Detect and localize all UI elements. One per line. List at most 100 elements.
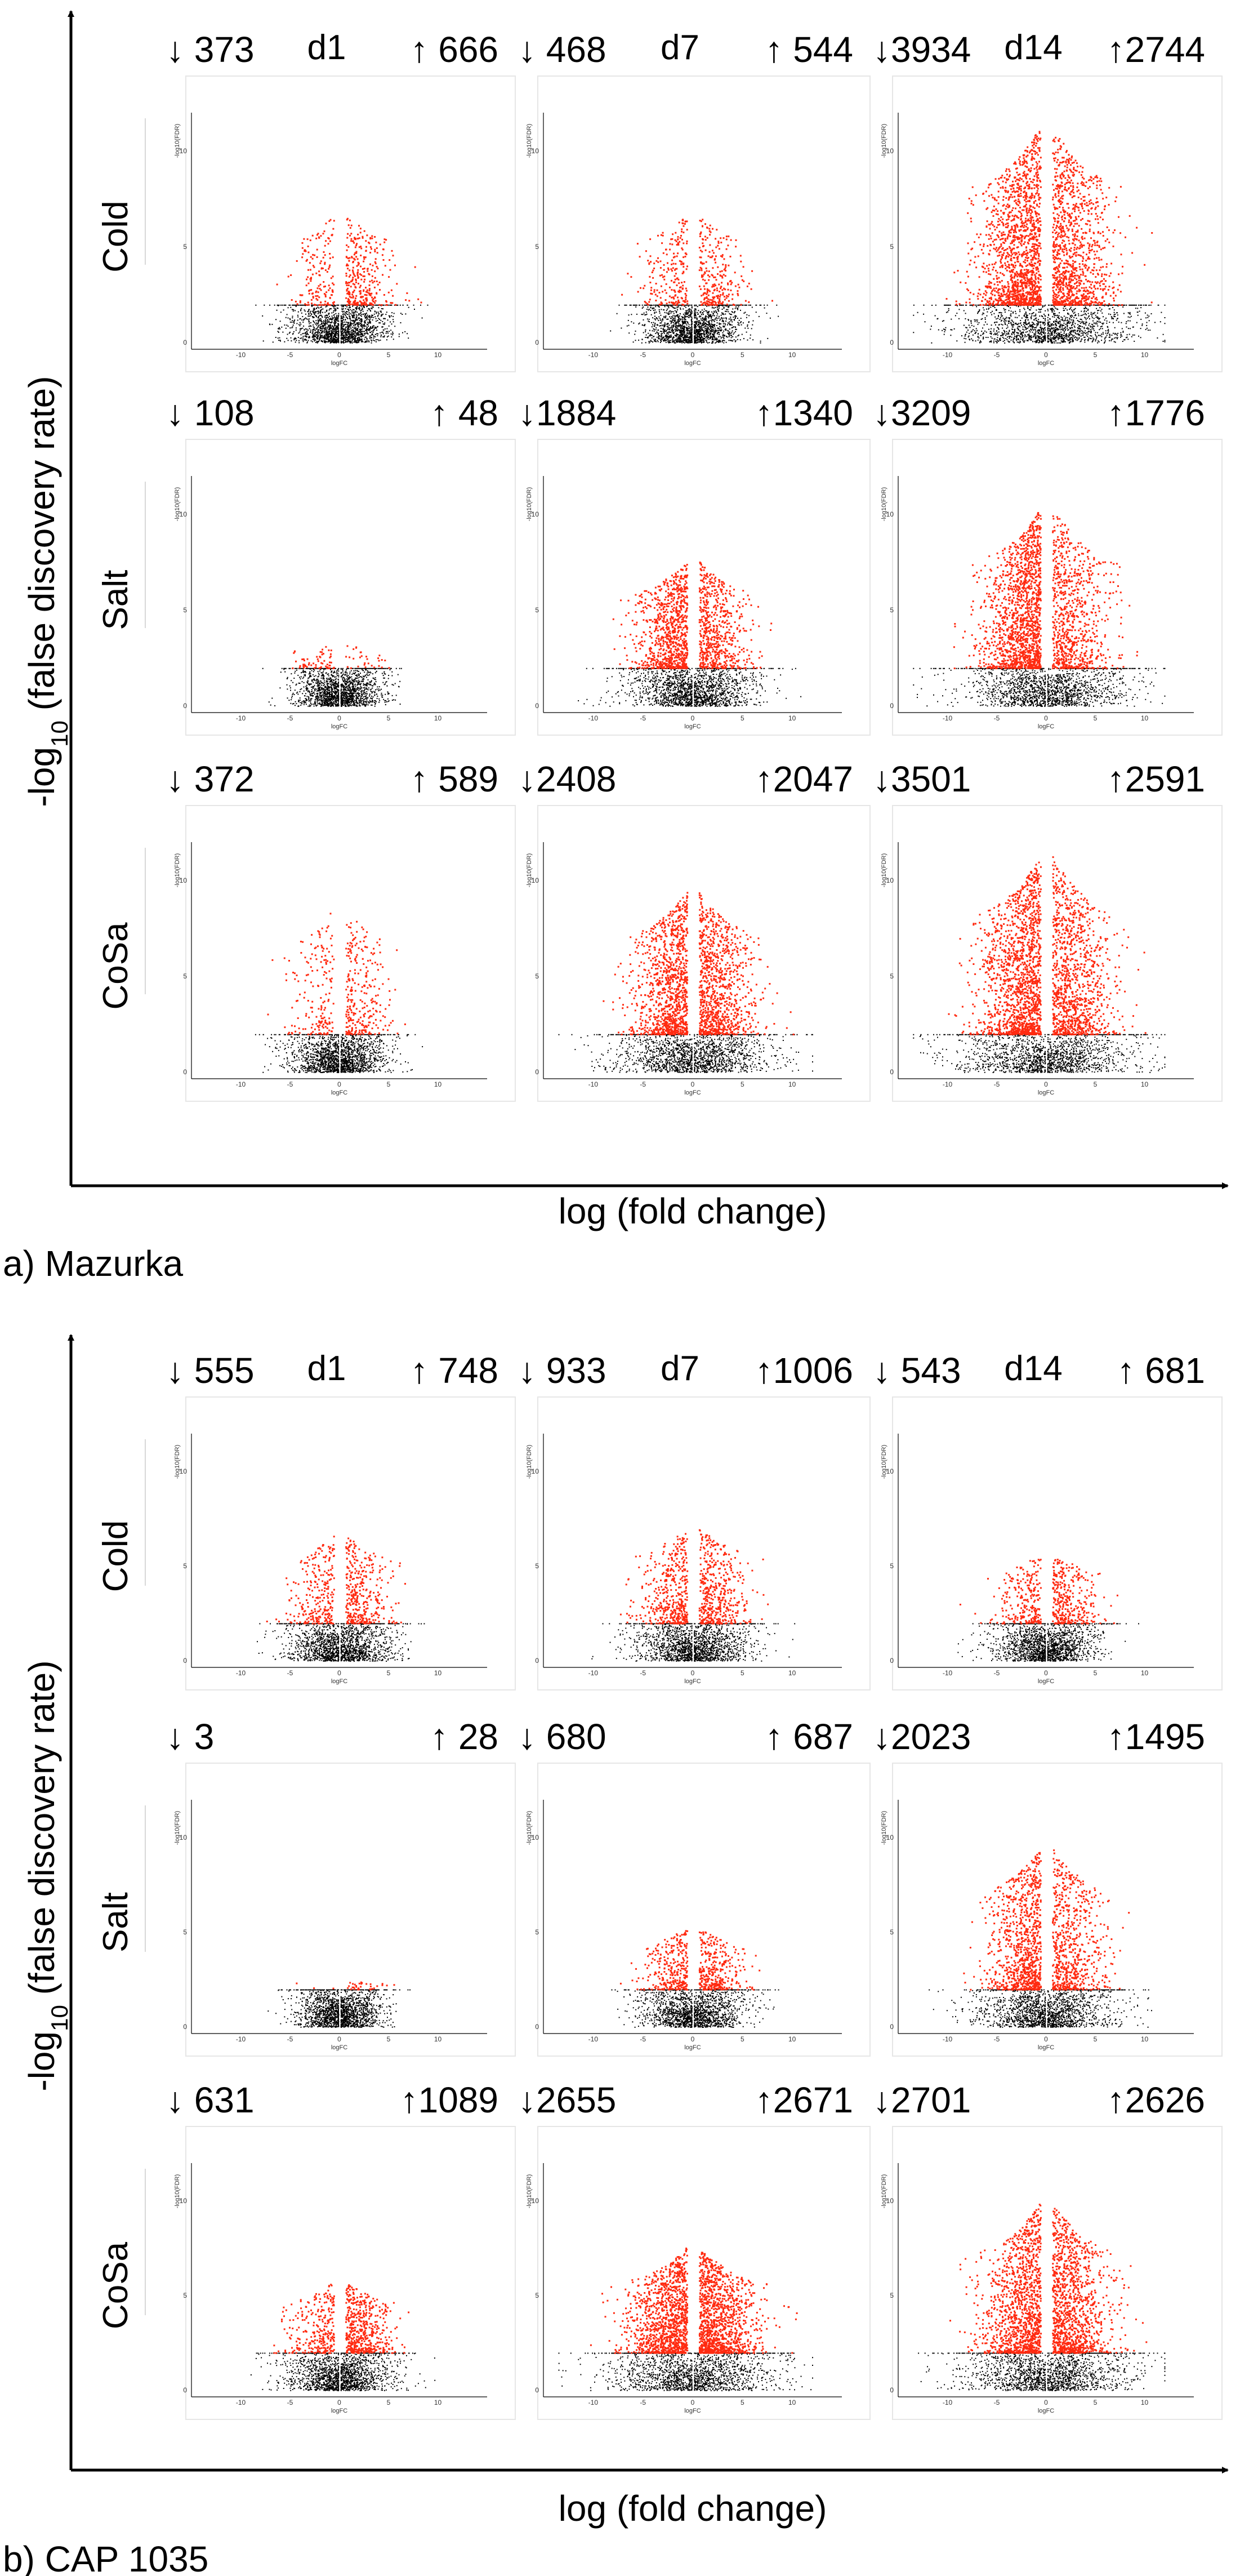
plot-frame bbox=[537, 2126, 871, 2420]
up-count: ↑2671 bbox=[755, 2080, 853, 2120]
x-tick-label: 0 bbox=[1044, 351, 1048, 359]
x-tick-label: 0 bbox=[337, 714, 341, 722]
plot-y-label: -log10(FDR) bbox=[881, 1445, 887, 1479]
plot-y-label: -log10(FDR) bbox=[881, 2174, 887, 2209]
volcano-plot-salt-d14: ↓2023 ↑1495 0 5 10 -10 -5 0 5 10 logFC -log10(FDR) bbox=[873, 1716, 1223, 2057]
x-tick-label: 5 bbox=[387, 714, 391, 722]
column-header-d14: d14 bbox=[1004, 1349, 1062, 1388]
plot-x-label: logFC bbox=[1038, 723, 1054, 730]
non-significant-points bbox=[913, 1034, 1166, 1073]
y-tick-label: 5 bbox=[535, 2292, 539, 2299]
x-tick-label: 0 bbox=[1044, 2035, 1048, 2043]
x-tick-label: 10 bbox=[788, 1669, 796, 1677]
y-tick-label: 10 bbox=[886, 2197, 894, 2205]
x-tick-label: -5 bbox=[640, 714, 646, 722]
up-count: ↑ 544 bbox=[765, 29, 853, 70]
significant-points bbox=[267, 913, 406, 1035]
x-tick-label: -10 bbox=[943, 714, 953, 722]
y-tick-label: 10 bbox=[532, 1834, 539, 1841]
down-count: ↓1884 bbox=[518, 393, 616, 433]
x-tick-label: -5 bbox=[640, 1080, 646, 1088]
column-header-d14: d14 bbox=[1004, 28, 1062, 67]
panel-a-grid: d1 d7 d14 Cold ↓ 373 ↑ 666 0 5 10 -10 -5 0 5 10 logFC -… bbox=[96, 28, 1223, 1102]
plot-y-label: -log10(FDR) bbox=[881, 487, 887, 522]
up-count: ↑1340 bbox=[755, 393, 853, 433]
x-tick-label: -10 bbox=[588, 2035, 599, 2043]
significant-points bbox=[619, 1930, 761, 1991]
plot-frame bbox=[185, 805, 516, 1102]
y-tick-label: 5 bbox=[535, 1928, 539, 1936]
x-tick-label: 5 bbox=[1094, 351, 1098, 359]
non-significant-points bbox=[250, 2352, 436, 2391]
significant-points bbox=[953, 512, 1139, 669]
y-tick-label: 10 bbox=[532, 877, 539, 884]
y-tick-label: 0 bbox=[183, 1657, 187, 1665]
row-label-salt: Salt bbox=[96, 1892, 135, 1952]
x-tick-label: 5 bbox=[741, 351, 744, 359]
x-tick-label: 5 bbox=[1094, 1080, 1098, 1088]
plot-x-label: logFC bbox=[331, 1089, 347, 1096]
y-tick-label: 0 bbox=[890, 702, 894, 710]
x-tick-label: 0 bbox=[337, 351, 341, 359]
y-tick-label: 0 bbox=[535, 2023, 539, 2031]
plot-x-label: logFC bbox=[331, 2408, 347, 2414]
volcano-plot-cold-d1: ↓ 373 ↑ 666 0 5 10 -10 -5 0 5 10 logFC -log10(FDR) bbox=[166, 29, 516, 372]
plot-y-label: -log10(FDR) bbox=[174, 2174, 181, 2209]
plot-y-label: -log10(FDR) bbox=[526, 1445, 533, 1479]
up-count: ↑ 28 bbox=[430, 1716, 498, 1757]
up-count: ↑1089 bbox=[400, 2080, 498, 2120]
x-tick-label: 5 bbox=[1094, 2399, 1098, 2406]
x-tick-label: -5 bbox=[640, 1669, 646, 1677]
y-tick-label: 10 bbox=[180, 147, 188, 155]
x-tick-label: -10 bbox=[236, 1669, 246, 1677]
down-count: ↓3209 bbox=[873, 393, 971, 433]
plot-frame bbox=[537, 75, 871, 372]
plot-x-label: logFC bbox=[331, 2044, 347, 2051]
column-header-d1: d1 bbox=[307, 1349, 346, 1388]
plot-frame bbox=[892, 1763, 1223, 2057]
y-tick-label: 10 bbox=[180, 510, 188, 518]
x-tick-label: 5 bbox=[741, 1080, 744, 1088]
x-tick-label: 0 bbox=[337, 1080, 341, 1088]
plot-y-label: -log10(FDR) bbox=[526, 2174, 533, 2209]
volcano-plot-salt-d7: ↓1884 ↑1340 0 5 10 -10 -5 0 5 10 logFC -log10(FDR) bbox=[518, 393, 871, 736]
up-count: ↑2591 bbox=[1107, 759, 1205, 799]
y-tick-label: 5 bbox=[183, 606, 187, 614]
y-tick-label: 5 bbox=[890, 1562, 894, 1570]
plot-frame bbox=[185, 439, 516, 736]
y-tick-label: 5 bbox=[183, 243, 187, 251]
plot-x-label: logFC bbox=[1038, 2044, 1054, 2051]
down-count: ↓2701 bbox=[873, 2080, 971, 2120]
x-tick-label: -5 bbox=[640, 351, 646, 359]
non-significant-points bbox=[558, 1034, 813, 1073]
significant-points bbox=[948, 856, 1147, 1035]
panel-b-x-axis-title: log (fold change) bbox=[559, 2488, 827, 2529]
panel-b: -log10 (false discovery rate) log (fold … bbox=[3, 1334, 1229, 2576]
panel-a: -log10 (false discovery rate) log (fold … bbox=[3, 10, 1229, 1284]
plot-x-label: logFC bbox=[684, 1089, 701, 1096]
plot-x-label: logFC bbox=[331, 723, 347, 730]
down-count: ↓ 108 bbox=[166, 393, 255, 433]
x-tick-label: 10 bbox=[1141, 351, 1149, 359]
x-tick-label: 0 bbox=[1044, 1080, 1048, 1088]
y-tick-label: 0 bbox=[890, 1657, 894, 1665]
plot-x-label: logFC bbox=[1038, 1678, 1054, 1685]
y-tick-label: 5 bbox=[890, 2292, 894, 2299]
x-tick-label: 10 bbox=[1141, 2035, 1149, 2043]
y-tick-label: 0 bbox=[183, 702, 187, 710]
plot-frame bbox=[185, 75, 516, 372]
x-tick-label: 5 bbox=[741, 2399, 744, 2406]
row-label-salt: Salt bbox=[96, 570, 135, 630]
y-tick-label: 5 bbox=[183, 1928, 187, 1936]
x-tick-label: 0 bbox=[1044, 2399, 1048, 2406]
non-significant-points bbox=[262, 668, 402, 707]
plot-frame bbox=[185, 1763, 516, 2057]
plot-x-label: logFC bbox=[684, 2044, 701, 2051]
x-tick-label: 0 bbox=[691, 1669, 695, 1677]
y-tick-label: 0 bbox=[890, 339, 894, 346]
y-tick-label: 0 bbox=[183, 1068, 187, 1076]
significant-points bbox=[963, 1849, 1130, 1991]
panel-a-y-axis-title: -log10 (false discovery rate) bbox=[21, 376, 73, 807]
down-count: ↓ 555 bbox=[166, 1350, 255, 1391]
